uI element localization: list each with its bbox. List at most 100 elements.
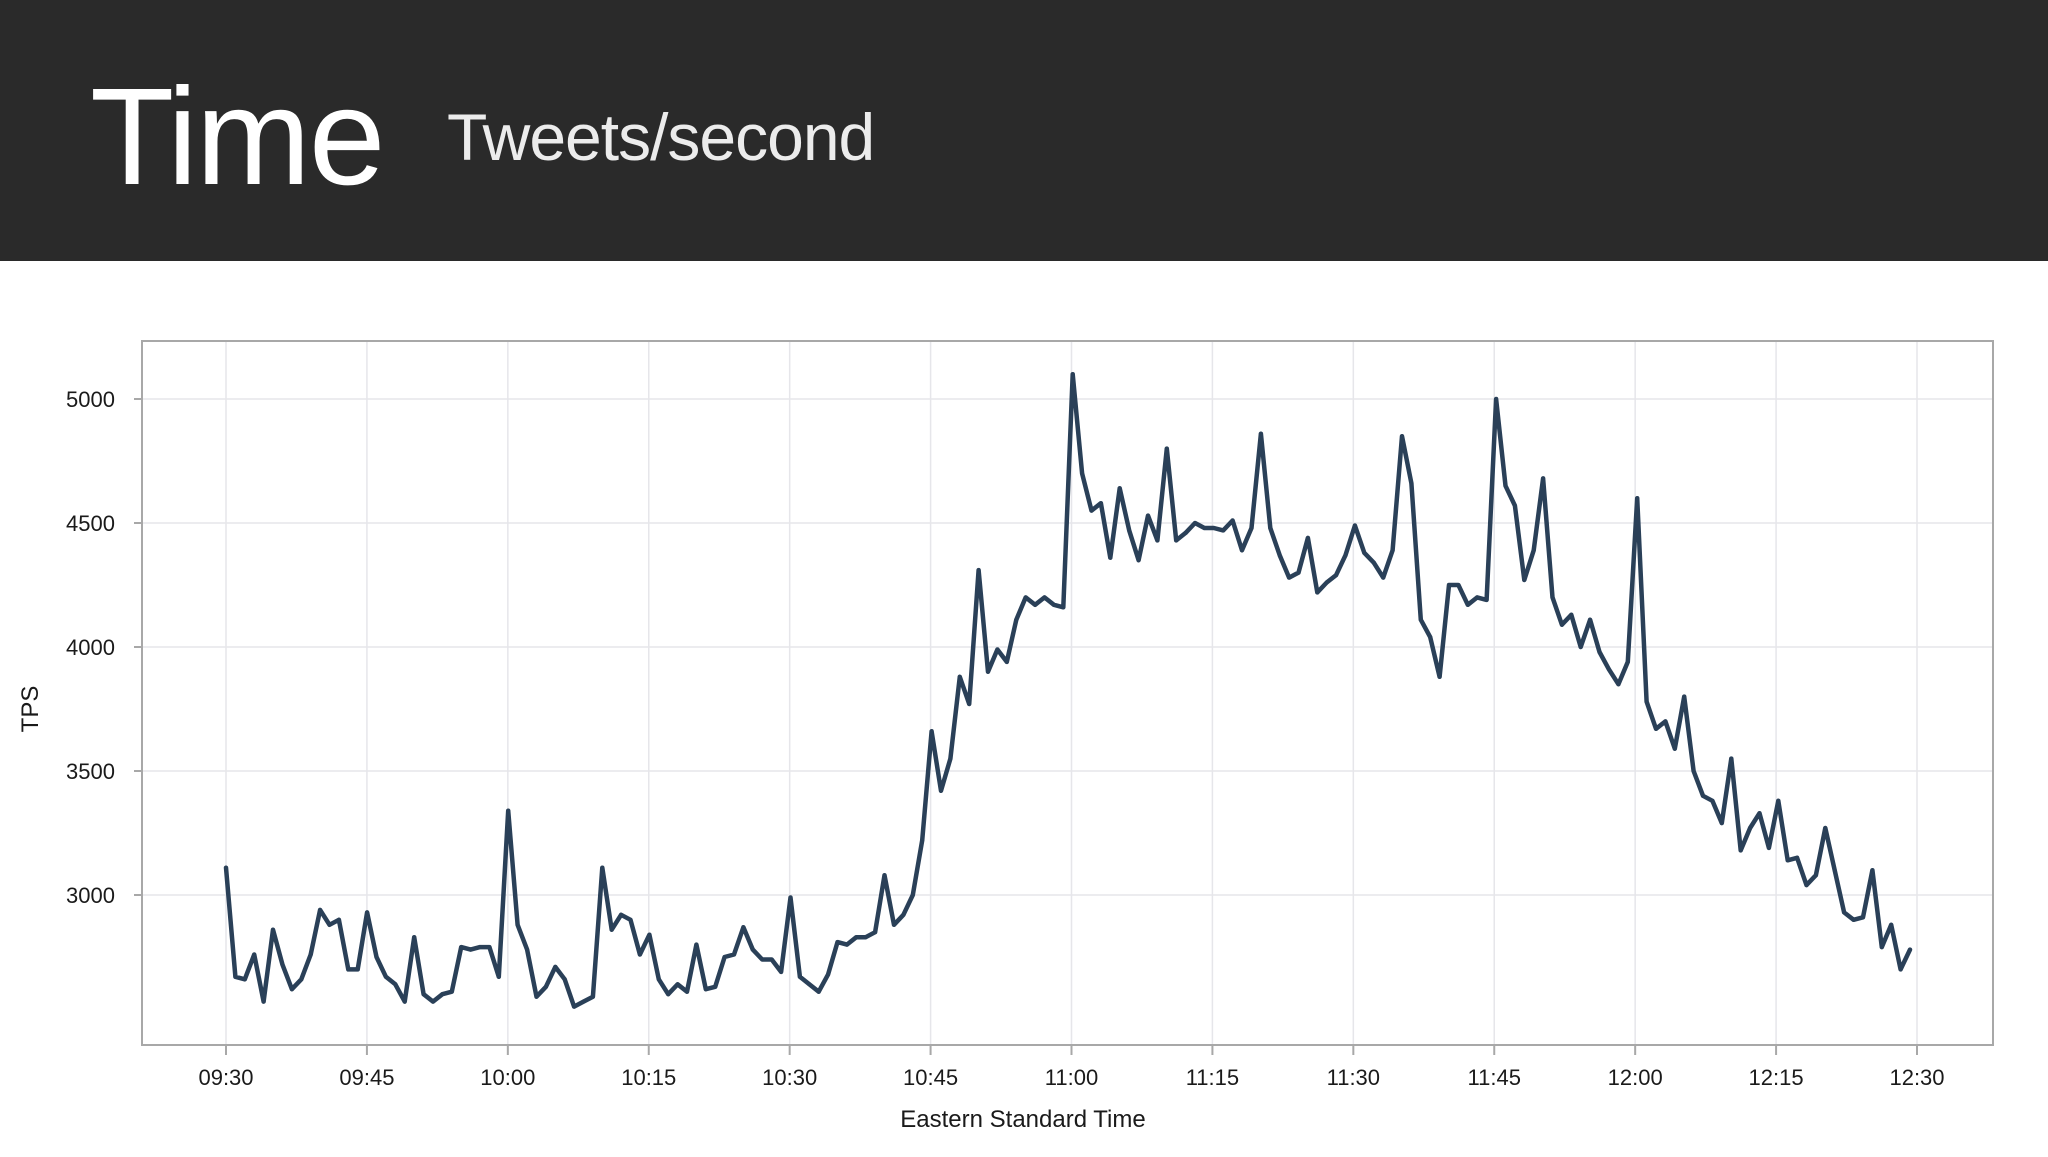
data-point — [1559, 622, 1564, 627]
data-point — [1127, 528, 1132, 533]
data-point — [1484, 597, 1489, 602]
data-point — [224, 865, 228, 870]
data-point — [797, 974, 802, 979]
data-point — [336, 917, 341, 922]
data-point — [732, 952, 736, 957]
x-tick-label: 11:45 — [1468, 1065, 1521, 1090]
data-point — [1804, 883, 1809, 888]
data-point — [496, 974, 501, 979]
data-point — [1004, 659, 1009, 664]
data-point — [1136, 558, 1141, 563]
data-point — [939, 788, 943, 793]
data-point — [1842, 910, 1847, 915]
data-point — [920, 838, 925, 843]
data-point — [628, 917, 633, 922]
data-point — [590, 994, 595, 999]
data-point — [1494, 397, 1499, 401]
data-point — [1654, 726, 1658, 731]
data-point — [1324, 580, 1329, 585]
data-point — [713, 984, 718, 989]
data-point — [722, 955, 727, 959]
data-point — [421, 992, 426, 997]
data-point — [440, 992, 445, 997]
data-point — [1381, 575, 1386, 580]
data-point — [647, 932, 652, 937]
data-point — [506, 808, 511, 813]
data-point — [1183, 530, 1188, 535]
x-tick-label: 12:15 — [1749, 1065, 1804, 1090]
data-point — [1748, 826, 1753, 830]
data-point — [1578, 645, 1583, 649]
x-tick-label: 11:00 — [1045, 1065, 1098, 1090]
data-point — [346, 967, 351, 972]
data-point — [1221, 528, 1226, 533]
data-point — [318, 907, 323, 912]
data-point — [948, 756, 953, 761]
data-point — [1014, 617, 1019, 622]
data-point — [1465, 602, 1470, 607]
data-point — [1070, 372, 1075, 377]
data-point — [1635, 496, 1640, 501]
data-point — [1663, 719, 1668, 724]
data-point — [1569, 612, 1574, 617]
data-point — [1861, 915, 1865, 920]
data-point — [1672, 746, 1677, 751]
data-point — [393, 982, 398, 987]
data-point — [976, 568, 981, 573]
data-point — [449, 989, 454, 994]
data-point — [1682, 694, 1687, 699]
data-point — [1146, 513, 1150, 518]
grid-lines — [142, 341, 1993, 1045]
y-tick-label: 4000 — [66, 635, 115, 660]
data-point — [1400, 434, 1404, 439]
data-point — [1174, 538, 1179, 543]
data-point — [374, 955, 379, 959]
data-point — [1719, 821, 1724, 826]
data-point — [619, 912, 624, 917]
y-tick-label: 3000 — [66, 883, 115, 908]
data-point — [1588, 617, 1593, 622]
x-tick-label: 10:00 — [480, 1065, 535, 1090]
x-tick-label: 12:00 — [1608, 1065, 1663, 1090]
data-point — [986, 669, 990, 674]
y-tick-label: 5000 — [66, 387, 115, 412]
data-point — [1418, 617, 1423, 622]
data-point — [1287, 575, 1292, 580]
data-point — [854, 935, 859, 940]
x-axis-label: Eastern Standard Time — [900, 1106, 1145, 1133]
data-point — [289, 987, 294, 992]
data-point — [525, 947, 530, 952]
data-point — [882, 873, 887, 878]
y-axis-ticks: 3000 3500 4000 4500 5000 — [66, 387, 142, 908]
data-point — [468, 947, 473, 952]
x-tick-label: 10:15 — [621, 1065, 676, 1090]
data-point — [750, 947, 755, 952]
data-point — [1541, 476, 1546, 481]
data-point — [1023, 595, 1028, 600]
data-point — [1729, 756, 1734, 761]
data-point — [487, 945, 492, 950]
data-point — [816, 989, 821, 994]
data-point — [1644, 699, 1649, 704]
data-point — [543, 984, 548, 989]
data-point — [534, 994, 539, 999]
x-tick-label: 12:30 — [1889, 1065, 1944, 1090]
data-point — [1503, 483, 1508, 488]
data-point — [1089, 508, 1094, 513]
x-tick-label: 11:30 — [1327, 1065, 1380, 1090]
data-point — [1230, 518, 1235, 523]
data-point — [1766, 845, 1771, 850]
data-point — [299, 977, 304, 982]
plot-frame — [141, 340, 1994, 1046]
data-point — [1042, 595, 1047, 600]
data-point — [1447, 583, 1451, 587]
data-point — [703, 987, 708, 992]
data-point — [769, 957, 774, 962]
data-point — [1277, 553, 1282, 558]
data-point — [995, 647, 1000, 652]
data-point — [1334, 573, 1339, 578]
data-point — [355, 967, 360, 972]
data-point — [1268, 526, 1273, 530]
data-point — [252, 952, 257, 957]
data-point — [365, 910, 370, 915]
